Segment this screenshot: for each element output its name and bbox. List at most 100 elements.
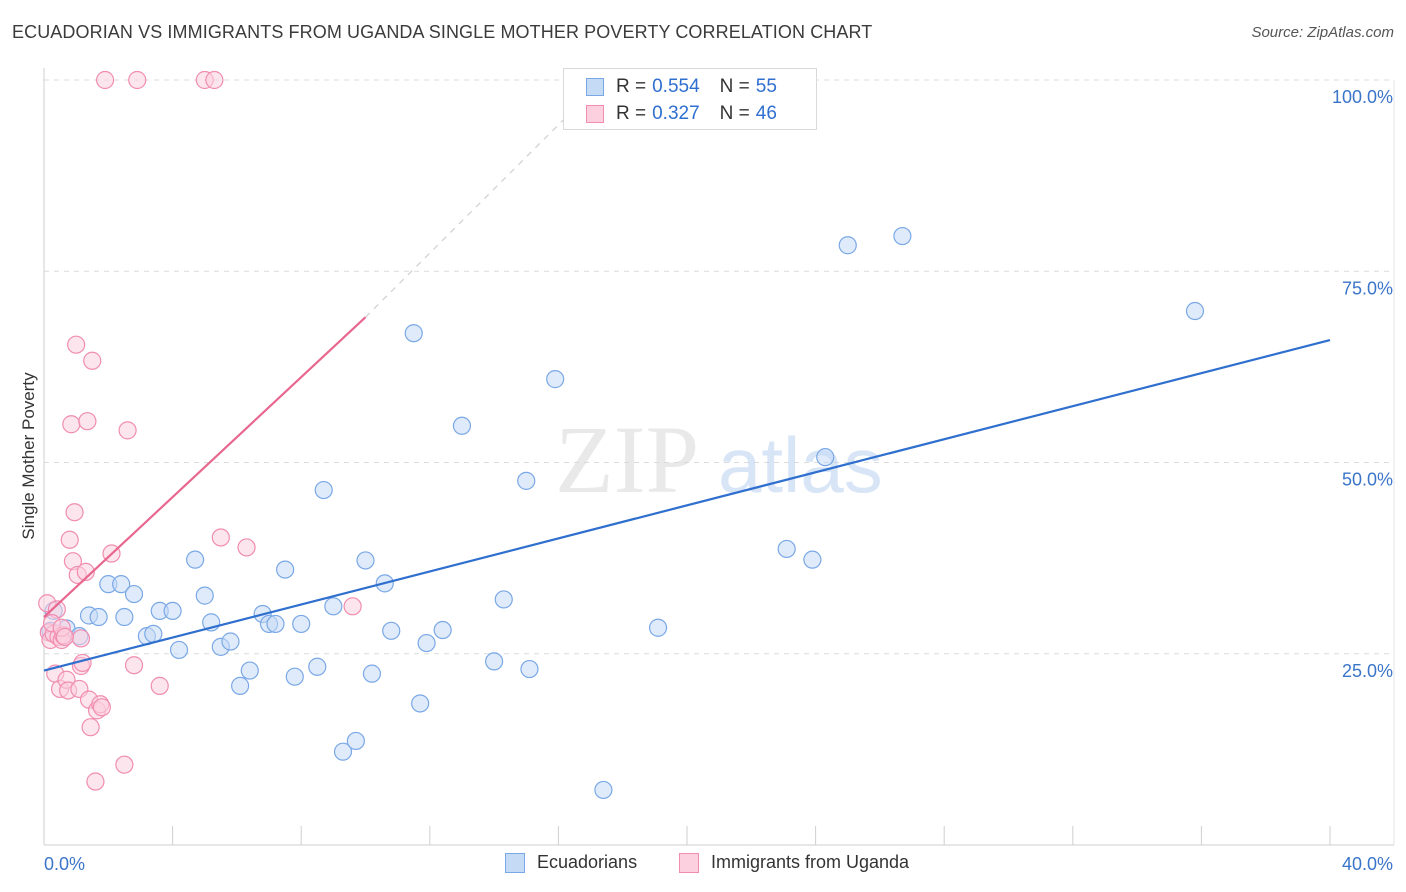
watermark-zip: ZIP (555, 406, 699, 513)
y-tick-label: 75.0% (1342, 278, 1393, 298)
point-ecuadorians (240, 661, 259, 680)
point-ecuadorians (517, 471, 536, 490)
point-uganda (83, 351, 102, 370)
point-uganda (71, 629, 91, 648)
point-ecuadorians (594, 780, 613, 800)
legend-swatch-ecuadorians (586, 78, 604, 96)
watermark: ZIP atlas (555, 406, 883, 513)
point-ecuadorians (163, 601, 182, 621)
series-legend-label: Immigrants from Uganda (711, 852, 910, 872)
point-ecuadorians (838, 236, 857, 255)
point-uganda (92, 698, 111, 717)
point-ecuadorians (803, 550, 822, 569)
correlation-legend: R = 0.554 N = 55 R = 0.327 N = 46 (563, 68, 817, 130)
point-ecuadorians (112, 575, 131, 594)
point-ecuadorians (285, 667, 304, 686)
grid-layer (44, 79, 1395, 845)
trend-layer (43, 79, 1331, 672)
y-axis-title: Single Mother Poverty (19, 372, 38, 540)
point-ecuadorians (314, 480, 333, 500)
legend-swatch-uganda (679, 852, 699, 873)
point-ecuadorians (346, 731, 365, 751)
point-uganda (67, 335, 86, 354)
series-legend-ecuadorians[interactable]: Ecuadorians (505, 852, 637, 873)
point-ecuadorians (648, 618, 668, 637)
axis-layer: 25.0% 50.0% 75.0% 100.0% 0.0% 40.0% (43, 68, 1394, 874)
point-ecuadorians (485, 652, 504, 671)
trend-line-ecuadorians (43, 339, 1331, 672)
point-ecuadorians (333, 742, 353, 761)
chart-title: ECUADORIAN VS IMMIGRANTS FROM UGANDA SIN… (12, 22, 873, 42)
trend-line-uganda (43, 316, 367, 618)
point-uganda (65, 503, 84, 522)
series-legend: Ecuadorians Immigrants from Uganda (0, 852, 1406, 878)
point-uganda (55, 627, 74, 647)
x-tick-label: 40.0% (1342, 854, 1393, 874)
point-ecuadorians (1185, 301, 1205, 321)
point-ecuadorians (382, 621, 401, 640)
legend-swatch-ecuadorians (505, 852, 525, 873)
point-ecuadorians (520, 659, 539, 679)
point-uganda (115, 755, 134, 774)
point-ecuadorians (494, 590, 513, 609)
point-ecuadorians (169, 640, 189, 660)
legend-row-uganda: R = 0.327 N = 46 (586, 102, 777, 126)
point-uganda (86, 772, 105, 791)
point-uganda (118, 421, 137, 440)
point-uganda (62, 415, 81, 434)
legend-swatch-uganda (586, 105, 604, 123)
point-ecuadorians (411, 694, 430, 713)
point-ecuadorians (433, 620, 452, 640)
point-ecuadorians (452, 416, 472, 435)
point-uganda (76, 562, 95, 581)
point-ecuadorians (324, 597, 343, 616)
point-uganda (124, 656, 144, 675)
point-uganda (211, 528, 230, 547)
point-uganda (150, 676, 169, 695)
point-uganda (205, 70, 224, 90)
y-tick-label: 50.0% (1342, 470, 1393, 490)
point-ecuadorians (124, 584, 144, 604)
point-ecuadorians (292, 614, 311, 634)
point-uganda (95, 70, 115, 90)
legend-r-value: 0.554 (652, 76, 700, 97)
point-ecuadorians (308, 657, 327, 676)
series-legend-label: Ecuadorians (537, 852, 638, 872)
point-uganda (343, 597, 362, 616)
legend-r-value: 0.327 (652, 103, 700, 124)
point-uganda (237, 538, 256, 557)
legend-n-value: 55 (755, 76, 777, 97)
series-legend-uganda[interactable]: Immigrants from Uganda (679, 852, 909, 873)
y-tick-label: 25.0% (1342, 661, 1393, 681)
point-ecuadorians (231, 676, 250, 695)
legend-row-ecuadorians: R = 0.554 N = 55 (586, 75, 777, 99)
source-label: Source: ZipAtlas.com (1251, 24, 1394, 41)
points-layer (38, 70, 1205, 800)
legend-r-label: R = (616, 76, 647, 97)
x-tick-label: 0.0% (44, 854, 85, 874)
point-ecuadorians (186, 550, 205, 569)
point-ecuadorians (893, 226, 912, 246)
point-ecuadorians (266, 614, 285, 634)
legend-n-label: N = (719, 76, 750, 97)
point-uganda (60, 530, 79, 549)
point-ecuadorians (144, 624, 163, 643)
point-ecuadorians (195, 586, 214, 605)
point-ecuadorians (417, 633, 436, 653)
point-uganda (81, 718, 100, 737)
point-ecuadorians (221, 632, 240, 651)
point-ecuadorians (546, 370, 565, 389)
legend-n-value: 46 (755, 103, 777, 124)
legend-r-label: R = (616, 103, 647, 124)
point-ecuadorians (115, 607, 134, 627)
point-ecuadorians (404, 324, 423, 343)
y-tick-label: 100.0% (1332, 87, 1393, 107)
point-ecuadorians (362, 664, 382, 683)
legend-n-label: N = (719, 103, 750, 124)
point-ecuadorians (276, 560, 295, 579)
point-uganda (78, 412, 97, 431)
watermark-atlas: atlas (718, 421, 883, 509)
point-ecuadorians (816, 448, 835, 467)
point-ecuadorians (356, 551, 375, 570)
